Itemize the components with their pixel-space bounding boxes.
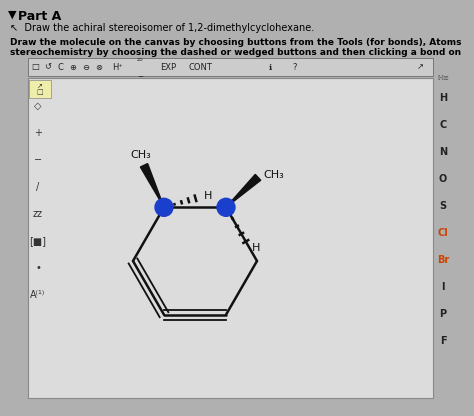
- Text: ↗
□: ↗ □: [36, 82, 43, 96]
- Text: ⊗: ⊗: [95, 62, 102, 72]
- Text: ℹ: ℹ: [268, 62, 272, 72]
- Text: H: H: [439, 93, 447, 103]
- Text: Cl: Cl: [438, 228, 448, 238]
- Text: Br: Br: [437, 255, 449, 265]
- Polygon shape: [140, 163, 164, 207]
- Text: CONT: CONT: [188, 62, 212, 72]
- Text: ℍ≡: ℍ≡: [437, 75, 449, 81]
- Text: ?: ?: [293, 62, 297, 72]
- Text: ⊖: ⊖: [82, 62, 90, 72]
- Text: C: C: [57, 62, 63, 72]
- Text: [■]: [■]: [29, 236, 46, 246]
- Text: F: F: [440, 336, 447, 346]
- Text: Draw the molecule on the canvas by choosing buttons from the Tools (for bonds), : Draw the molecule on the canvas by choos…: [10, 38, 462, 47]
- Text: CH₃: CH₃: [131, 150, 151, 160]
- Text: −: −: [34, 155, 42, 165]
- Text: stereochemistry by choosing the dashed or wedged buttons and then clicking a bon: stereochemistry by choosing the dashed o…: [10, 48, 461, 57]
- Text: ↖  Draw the achiral stereoisomer of 1,2-dimethylcyclohexane.: ↖ Draw the achiral stereoisomer of 1,2-d…: [10, 23, 314, 33]
- Text: H⁺: H⁺: [112, 62, 123, 72]
- Text: EXP: EXP: [160, 62, 176, 72]
- Text: A⁽¹⁾: A⁽¹⁾: [30, 290, 46, 300]
- Text: C: C: [439, 120, 447, 130]
- Text: ▼: ▼: [8, 10, 17, 20]
- Bar: [29, 80, 51, 98]
- Text: ◇: ◇: [34, 101, 42, 111]
- Text: •: •: [35, 263, 41, 273]
- Text: □: □: [31, 62, 39, 72]
- Bar: [28, 58, 433, 76]
- Text: H: H: [252, 243, 260, 253]
- Polygon shape: [226, 174, 261, 207]
- Bar: [28, 78, 433, 398]
- Text: I: I: [441, 282, 445, 292]
- Text: +: +: [34, 128, 42, 138]
- Text: ²⁰
_: ²⁰ _: [137, 57, 143, 77]
- Text: P: P: [439, 309, 447, 319]
- Text: N: N: [439, 147, 447, 157]
- Text: H: H: [204, 191, 212, 201]
- Text: CH₃: CH₃: [263, 170, 284, 180]
- Text: ↺: ↺: [45, 62, 52, 72]
- Text: ⊕: ⊕: [70, 62, 76, 72]
- Text: ↗: ↗: [417, 62, 423, 72]
- Circle shape: [217, 198, 235, 216]
- Text: S: S: [439, 201, 447, 211]
- Text: O: O: [439, 174, 447, 184]
- Text: /: /: [36, 182, 40, 192]
- Circle shape: [155, 198, 173, 216]
- Text: Part A: Part A: [18, 10, 61, 23]
- Text: zz: zz: [33, 209, 43, 219]
